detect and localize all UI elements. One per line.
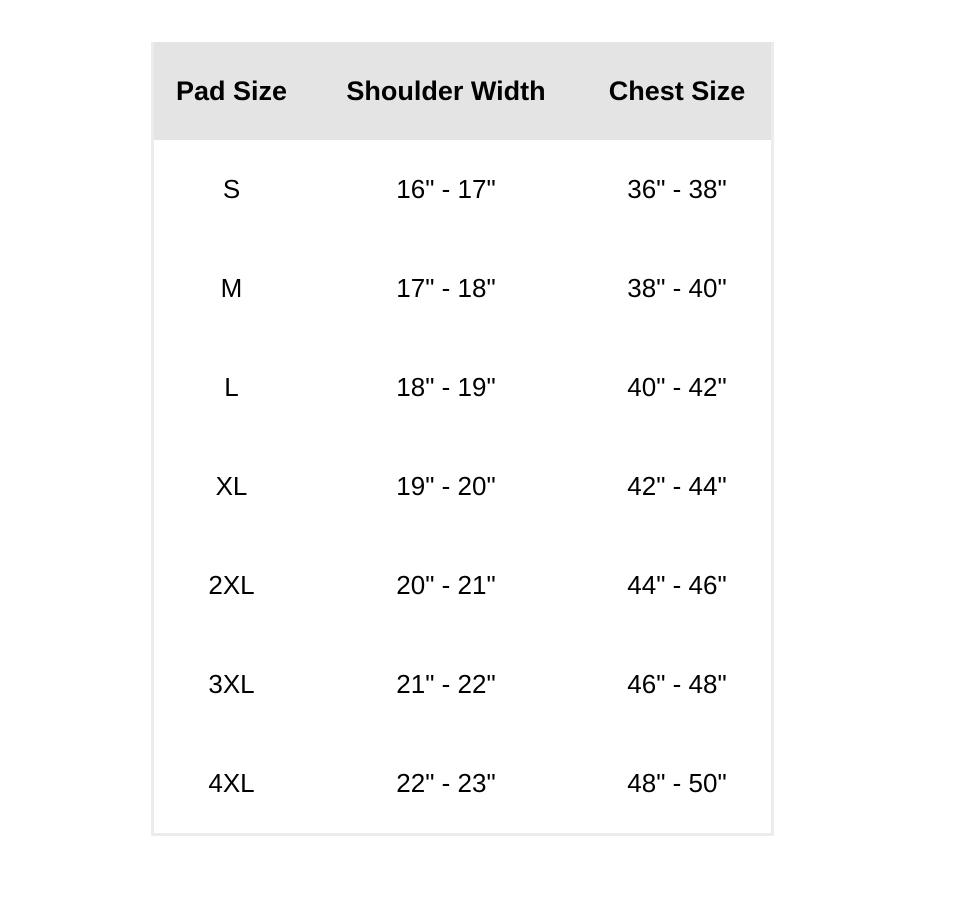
chest-size-cell: 36" - 38" bbox=[627, 174, 727, 204]
header-row: Pad Size Shoulder Width Chest Size bbox=[154, 42, 771, 140]
table-row: L 18" - 19" 40" - 42" bbox=[154, 338, 771, 437]
shoulder-width-cell: 18" - 19" bbox=[396, 372, 496, 402]
chest-size-cell: 40" - 42" bbox=[627, 372, 727, 402]
table-row: 3XL 21" - 22" 46" - 48" bbox=[154, 635, 771, 734]
pad-size-cell: 3XL bbox=[208, 669, 255, 699]
pad-size-cell: 2XL bbox=[208, 570, 255, 600]
header-pad-size: Pad Size bbox=[154, 42, 309, 140]
pad-size-cell: XL bbox=[215, 471, 248, 501]
header-shoulder-width: Shoulder Width bbox=[309, 42, 583, 140]
pad-size-cell: M bbox=[220, 273, 243, 303]
chest-size-cell: 38" - 40" bbox=[627, 273, 727, 303]
table-row: 2XL 20" - 21" 44" - 46" bbox=[154, 536, 771, 635]
pad-size-cell: S bbox=[222, 174, 241, 204]
header-chest-size: Chest Size bbox=[583, 42, 771, 140]
chest-size-cell: 48" - 50" bbox=[627, 768, 727, 798]
table-row: S 16" - 17" 36" - 38" bbox=[154, 140, 771, 239]
chest-size-cell: 46" - 48" bbox=[627, 669, 727, 699]
shoulder-width-cell: 17" - 18" bbox=[396, 273, 496, 303]
size-chart: Pad Size Shoulder Width Chest Size S 16" … bbox=[151, 42, 774, 836]
table-row: M 17" - 18" 38" - 40" bbox=[154, 239, 771, 338]
shoulder-width-cell: 20" - 21" bbox=[396, 570, 496, 600]
shoulder-width-cell: 22" - 23" bbox=[396, 768, 496, 798]
table-row: 4XL 22" - 23" 48" - 50" bbox=[154, 734, 771, 833]
shoulder-width-cell: 21" - 22" bbox=[396, 669, 496, 699]
pad-size-cell: 4XL bbox=[208, 768, 255, 798]
chest-size-cell: 44" - 46" bbox=[627, 570, 727, 600]
shoulder-width-cell: 16" - 17" bbox=[396, 174, 496, 204]
table-row: XL 19" - 20" 42" - 44" bbox=[154, 437, 771, 536]
size-table: Pad Size Shoulder Width Chest Size S 16" … bbox=[154, 42, 771, 833]
shoulder-width-cell: 19" - 20" bbox=[396, 471, 496, 501]
pad-size-cell: L bbox=[224, 372, 239, 402]
chest-size-cell: 42" - 44" bbox=[627, 471, 727, 501]
